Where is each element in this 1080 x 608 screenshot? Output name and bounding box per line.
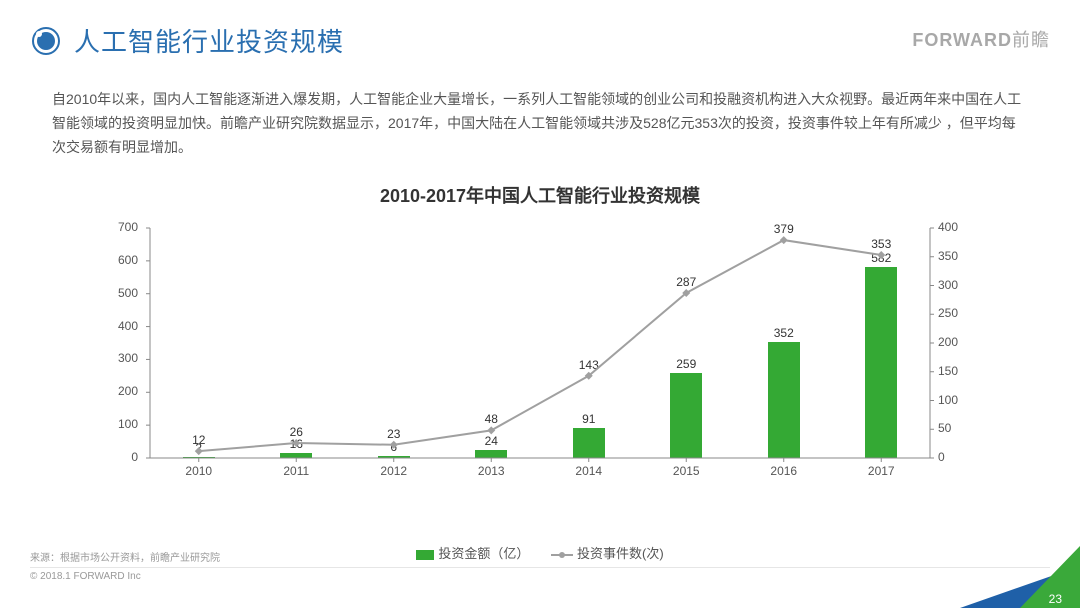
chart-title: 2010-2017年中国人工智能行业投资规模 (100, 182, 980, 208)
brand-mark: FORWARD前瞻 (912, 26, 1050, 52)
page-number: 23 (1049, 592, 1062, 606)
logo-icon (30, 25, 62, 57)
legend-swatch-line (551, 554, 573, 556)
legend-swatch-bar (416, 550, 434, 560)
source-text: 来源：根据市场公开资料，前瞻产业研究院 (30, 549, 220, 564)
body-paragraph: 自2010年以来，国内人工智能逐渐进入爆发期，人工智能企业大量增长，一系列人工智… (52, 88, 1028, 159)
chart-plot: 0100200300400500600700050100150200250300… (100, 218, 980, 478)
copyright-text: © 2018.1 FORWARD Inc (30, 571, 141, 582)
page-title: 人工智能行业投资规模 (74, 22, 344, 59)
footer-bar: 23 (0, 590, 1080, 608)
brand-bold: FORWARD (912, 30, 1012, 50)
footer-divider (30, 567, 1050, 568)
header: 人工智能行业投资规模 FORWARD前瞻 (30, 22, 1050, 59)
legend-bar-label: 投资金额（亿） (438, 546, 529, 561)
chart-legend: 投资金额（亿） 投资事件数(次) (100, 543, 980, 562)
legend-line-label: 投资事件数(次) (577, 546, 664, 561)
brand-light: 前瞻 (1012, 30, 1050, 50)
chart: 2010-2017年中国人工智能行业投资规模 01002003004005006… (100, 182, 980, 522)
slide: 人工智能行业投资规模 FORWARD前瞻 自2010年以来，国内人工智能逐渐进入… (0, 0, 1080, 608)
